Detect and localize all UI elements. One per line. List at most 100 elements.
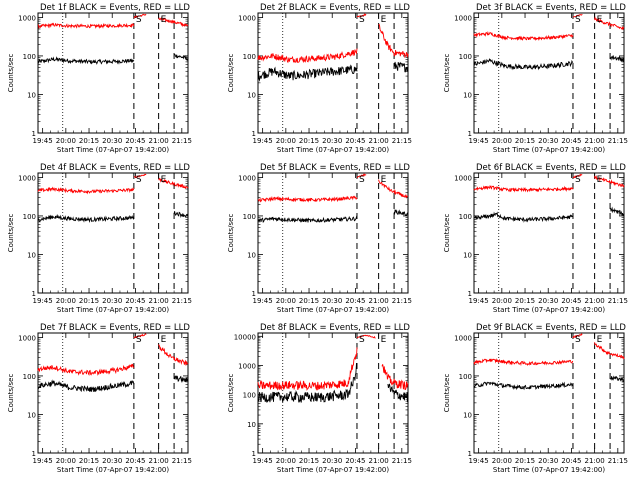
events-series-line — [37, 213, 135, 224]
start-marker: S — [575, 15, 581, 25]
x-tick-label: 20:30 — [538, 137, 558, 145]
plot-frame — [473, 332, 625, 454]
end-marker: E — [161, 175, 167, 185]
lld-series-line — [473, 185, 574, 193]
end-marker: E — [597, 175, 603, 185]
events-series-line — [173, 53, 189, 62]
events-series-line — [37, 56, 135, 65]
y-tick-label: 1 — [252, 450, 256, 458]
y-axis-label: Counts/sec — [227, 214, 235, 253]
x-tick-label: 21:00 — [149, 297, 169, 305]
events-series-line — [609, 206, 625, 217]
events-series-line — [473, 57, 574, 71]
lld-series-line — [594, 175, 625, 188]
x-axis-label: Start Time (07-Apr-07 19:42:00) — [57, 306, 169, 314]
x-tick-label: 20:15 — [79, 457, 99, 465]
lld-series-line — [473, 30, 574, 42]
events-series-line — [387, 383, 409, 403]
plot-title: Det 3f BLACK = Events, RED = LLD — [476, 3, 626, 13]
x-tick-label: 19:45 — [33, 457, 53, 465]
start-marker: S — [575, 175, 581, 185]
y-tick-label: 1000 — [18, 174, 36, 182]
lld-series-line — [37, 186, 135, 195]
x-tick-label: 21:00 — [369, 297, 389, 305]
x-tick-label: 20:15 — [515, 297, 535, 305]
y-tick-label: 1000 — [454, 174, 472, 182]
plot-title: Det 1f BLACK = Events, RED = LLD — [40, 3, 190, 13]
end-marker: E — [381, 335, 387, 345]
plot-detector-4f: Det 4f BLACK = Events, RED = LLD 1 10 100 10… — [7, 163, 192, 314]
x-tick-label: 21:00 — [369, 457, 389, 465]
y-tick-label: 100 — [243, 213, 256, 221]
events-series-line — [37, 379, 135, 393]
x-axis-label: Start Time (07-Apr-07 19:42:00) — [277, 306, 389, 314]
x-tick-label: 20:45 — [561, 457, 581, 465]
lld-series-line — [257, 48, 358, 64]
x-tick-label: 20:30 — [322, 137, 342, 145]
x-tick-label: 20:30 — [102, 457, 122, 465]
lld-series-line — [381, 364, 409, 391]
x-tick-label: 21:00 — [585, 297, 605, 305]
y-axis-label: Counts/sec — [443, 214, 451, 253]
plot-frame — [473, 12, 625, 134]
x-tick-label: 19:45 — [469, 297, 489, 305]
lld-series-line — [158, 17, 189, 28]
y-tick-label: 1 — [468, 450, 472, 458]
y-tick-label: 1000 — [18, 14, 36, 22]
x-tick-label: 21:15 — [392, 297, 412, 305]
lld-series-line — [133, 13, 147, 19]
x-tick-label: 21:15 — [172, 457, 192, 465]
plot-detector-2f: Det 2f BLACK = Events, RED = LLD 1 10 100 10… — [227, 3, 412, 154]
plot-detector-6f: Det 6f BLACK = Events, RED = LLD 1 10 100 10… — [443, 163, 628, 314]
y-tick-label: 1 — [32, 450, 36, 458]
x-tick-label: 21:00 — [149, 137, 169, 145]
y-tick-label: 100 — [243, 392, 256, 400]
x-tick-label: 20:45 — [125, 457, 145, 465]
x-tick-label: 20:30 — [322, 457, 342, 465]
y-tick-label: 100 — [459, 53, 472, 61]
plot-detector-7f: Det 7f BLACK = Events, RED = LLD 1 10 100 10… — [7, 323, 192, 474]
x-tick-label: 20:30 — [322, 297, 342, 305]
x-tick-label: 20:15 — [299, 137, 319, 145]
end-marker: E — [597, 15, 603, 25]
x-tick-label: 21:15 — [172, 297, 192, 305]
x-tick-label: 21:00 — [585, 137, 605, 145]
plot-detector-9f: Det 9f BLACK = Events, RED = LLD 1 10 100 10… — [443, 323, 628, 474]
y-axis-label: Counts/sec — [7, 54, 15, 93]
events-series-line — [609, 375, 624, 383]
x-tick-label: 21:15 — [392, 457, 412, 465]
x-tick-label: 21:15 — [392, 137, 412, 145]
events-series-line — [173, 375, 189, 384]
y-tick-label: 1000 — [454, 334, 472, 342]
plot-frame — [257, 332, 409, 454]
x-tick-label: 19:45 — [253, 457, 273, 465]
y-tick-label: 1 — [468, 130, 472, 138]
x-tick-label: 20:00 — [276, 137, 296, 145]
y-tick-label: 100 — [23, 213, 36, 221]
y-tick-label: 1 — [32, 130, 36, 138]
x-tick-label: 20:00 — [56, 457, 76, 465]
x-tick-label: 20:30 — [538, 297, 558, 305]
x-tick-label: 21:00 — [149, 457, 169, 465]
lld-series-line — [594, 16, 625, 31]
x-tick-label: 21:15 — [172, 137, 192, 145]
events-series-line — [473, 211, 574, 223]
y-tick-label: 10 — [463, 91, 472, 99]
x-tick-label: 20:00 — [56, 137, 76, 145]
x-tick-label: 20:45 — [345, 297, 365, 305]
lld-series-line — [573, 13, 583, 18]
end-marker: E — [381, 15, 387, 25]
x-axis-label: Start Time (07-Apr-07 19:42:00) — [493, 306, 605, 314]
y-tick-label: 10 — [27, 91, 36, 99]
y-tick-label: 10 — [463, 411, 472, 419]
x-tick-label: 21:15 — [608, 457, 628, 465]
y-tick-label: 100 — [243, 53, 256, 61]
plot-title: Det 8f BLACK = Events, RED = LLD — [260, 323, 410, 333]
y-tick-label: 10 — [247, 251, 256, 259]
y-tick-label: 10 — [27, 411, 36, 419]
start-marker: S — [359, 175, 365, 185]
events-series-line — [257, 215, 358, 224]
y-tick-label: 100 — [23, 53, 36, 61]
lld-series-line — [356, 334, 376, 339]
events-series-line — [610, 55, 625, 62]
